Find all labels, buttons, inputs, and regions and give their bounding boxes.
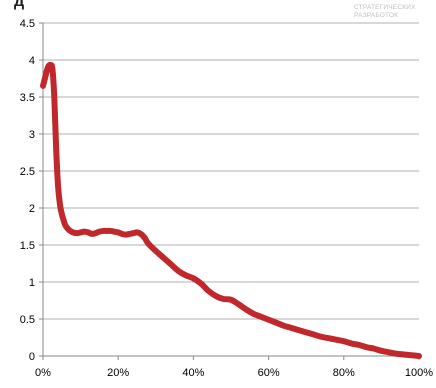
y-tick-label-9: 4.5 <box>20 18 35 30</box>
y-tick-label-4: 2 <box>29 203 35 215</box>
x-tick-labels: 0% 20% 40% 60% 80% 100% <box>35 367 433 379</box>
x-tick-label-0: 0% <box>35 367 51 379</box>
y-tick-label-6: 3 <box>29 129 35 141</box>
x-tick-label-5: 100% <box>405 367 433 379</box>
x-tick-label-1: 20% <box>107 367 129 379</box>
y-tick-label-0: 0 <box>29 351 35 363</box>
y-tick-label-3: 1.5 <box>20 240 35 252</box>
watermark-line-2: РАЗРАБОТОК <box>354 12 398 19</box>
axes <box>39 22 420 360</box>
watermark-line-1: СТРАТЕГИЧЕСКИХ <box>354 4 416 11</box>
series-layer <box>40 61 422 359</box>
x-tick-label-2: 40% <box>182 367 204 379</box>
y-tick-labels: 0 0.5 1 1.5 2 2.5 3 3.5 4 4.5 <box>20 18 35 363</box>
x-tick-label-4: 80% <box>333 367 355 379</box>
y-tick-label-8: 4 <box>29 55 35 67</box>
y-tick-label-1: 0.5 <box>20 314 35 326</box>
gridlines <box>43 22 419 320</box>
y-tick-label-7: 3.5 <box>20 92 35 104</box>
series-line-0 <box>40 61 422 359</box>
y-tick-label-5: 2.5 <box>20 166 35 178</box>
x-tick-label-3: 60% <box>258 367 280 379</box>
title-fragment: д <box>14 0 24 10</box>
y-tick-label-2: 1 <box>29 277 35 289</box>
